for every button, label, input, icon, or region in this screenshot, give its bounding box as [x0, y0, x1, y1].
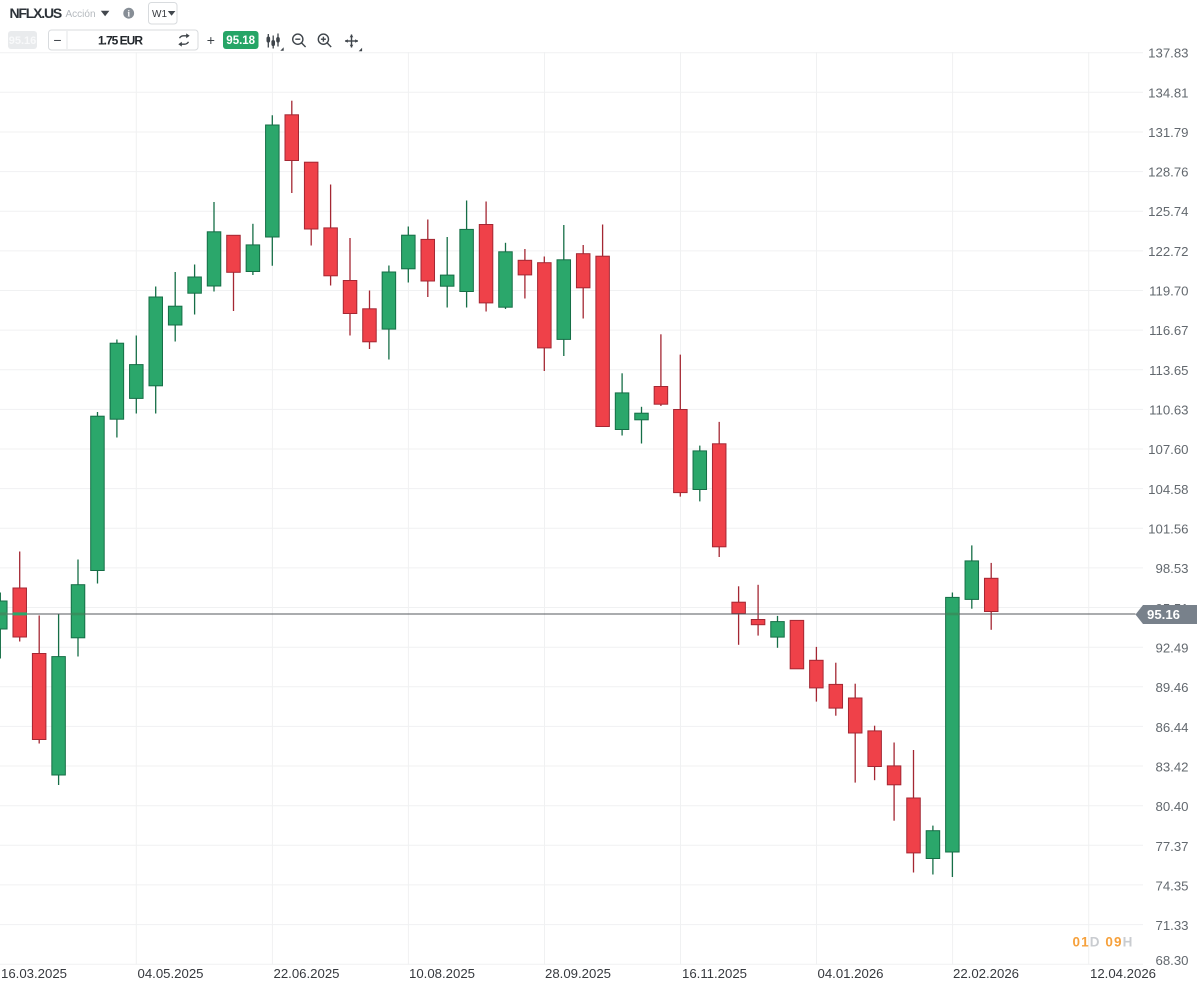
svg-text:Acción: Acción	[66, 9, 96, 20]
svg-text:86.44: 86.44	[1155, 720, 1188, 735]
svg-text:95.16: 95.16	[1147, 607, 1180, 622]
svg-text:10.08.2025: 10.08.2025	[409, 966, 475, 981]
svg-text:74.35: 74.35	[1155, 879, 1188, 894]
svg-text:W1: W1	[152, 9, 167, 20]
svg-text:83.42: 83.42	[1155, 760, 1188, 775]
svg-text:12.04.2026: 12.04.2026	[1090, 966, 1156, 981]
svg-text:107.60: 107.60	[1148, 442, 1188, 457]
svg-text:101.56: 101.56	[1148, 522, 1188, 537]
svg-text:04.05.2025: 04.05.2025	[137, 966, 203, 981]
svg-text:1.75 EUR: 1.75 EUR	[98, 34, 143, 48]
svg-text:04.01.2026: 04.01.2026	[817, 966, 883, 981]
svg-text:−: −	[53, 32, 61, 48]
svg-text:89.46: 89.46	[1155, 680, 1188, 695]
svg-text:16.03.2025: 16.03.2025	[1, 966, 67, 981]
svg-text:22.02.2026: 22.02.2026	[953, 966, 1019, 981]
svg-text:68.30: 68.30	[1155, 953, 1188, 968]
svg-text:i: i	[127, 9, 130, 19]
svg-text:98.53: 98.53	[1155, 561, 1188, 576]
svg-text:92.49: 92.49	[1155, 641, 1188, 656]
svg-text:104.58: 104.58	[1148, 482, 1188, 497]
svg-text:01D 09H: 01D 09H	[1073, 935, 1134, 950]
svg-text:119.70: 119.70	[1149, 284, 1188, 299]
svg-text:134.81: 134.81	[1148, 85, 1188, 100]
svg-text:22.06.2025: 22.06.2025	[273, 966, 339, 981]
svg-text:80.40: 80.40	[1155, 799, 1188, 814]
svg-text:125.74: 125.74	[1148, 204, 1188, 219]
svg-text:NFLX.US: NFLX.US	[10, 5, 62, 21]
svg-text:131.79: 131.79	[1148, 125, 1188, 140]
svg-text:110.63: 110.63	[1149, 403, 1188, 418]
svg-text:71.33: 71.33	[1155, 918, 1188, 933]
svg-text:95.18: 95.18	[226, 35, 255, 47]
svg-text:28.09.2025: 28.09.2025	[545, 966, 611, 981]
svg-text:16.11.2025: 16.11.2025	[682, 966, 747, 981]
svg-text:113.65: 113.65	[1149, 363, 1188, 378]
svg-text:128.76: 128.76	[1148, 165, 1188, 180]
svg-text:122.72: 122.72	[1148, 244, 1188, 259]
svg-text:116.67: 116.67	[1149, 323, 1188, 338]
svg-text:137.83: 137.83	[1148, 46, 1188, 61]
svg-text:+: +	[207, 32, 215, 48]
svg-text:77.37: 77.37	[1155, 839, 1188, 854]
svg-text:95.16: 95.16	[9, 35, 37, 47]
